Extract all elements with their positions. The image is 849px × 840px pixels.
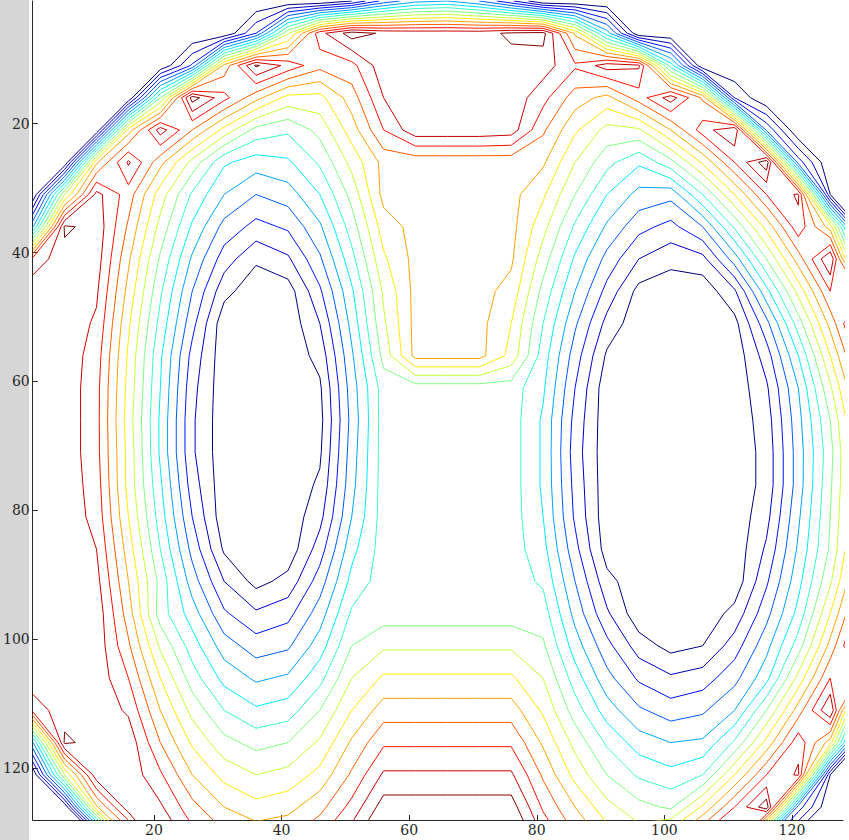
svg-text:120: 120 (779, 822, 806, 838)
svg-text:120: 120 (3, 760, 30, 776)
svg-text:20: 20 (12, 116, 30, 132)
svg-text:80: 80 (12, 502, 30, 518)
svg-text:100: 100 (651, 822, 678, 838)
svg-text:100: 100 (3, 631, 30, 647)
svg-text:60: 60 (400, 822, 418, 838)
svg-text:40: 40 (273, 822, 291, 838)
svg-text:40: 40 (12, 245, 30, 261)
svg-text:20: 20 (145, 822, 163, 838)
svg-text:80: 80 (528, 822, 546, 838)
svg-text:60: 60 (12, 373, 30, 389)
